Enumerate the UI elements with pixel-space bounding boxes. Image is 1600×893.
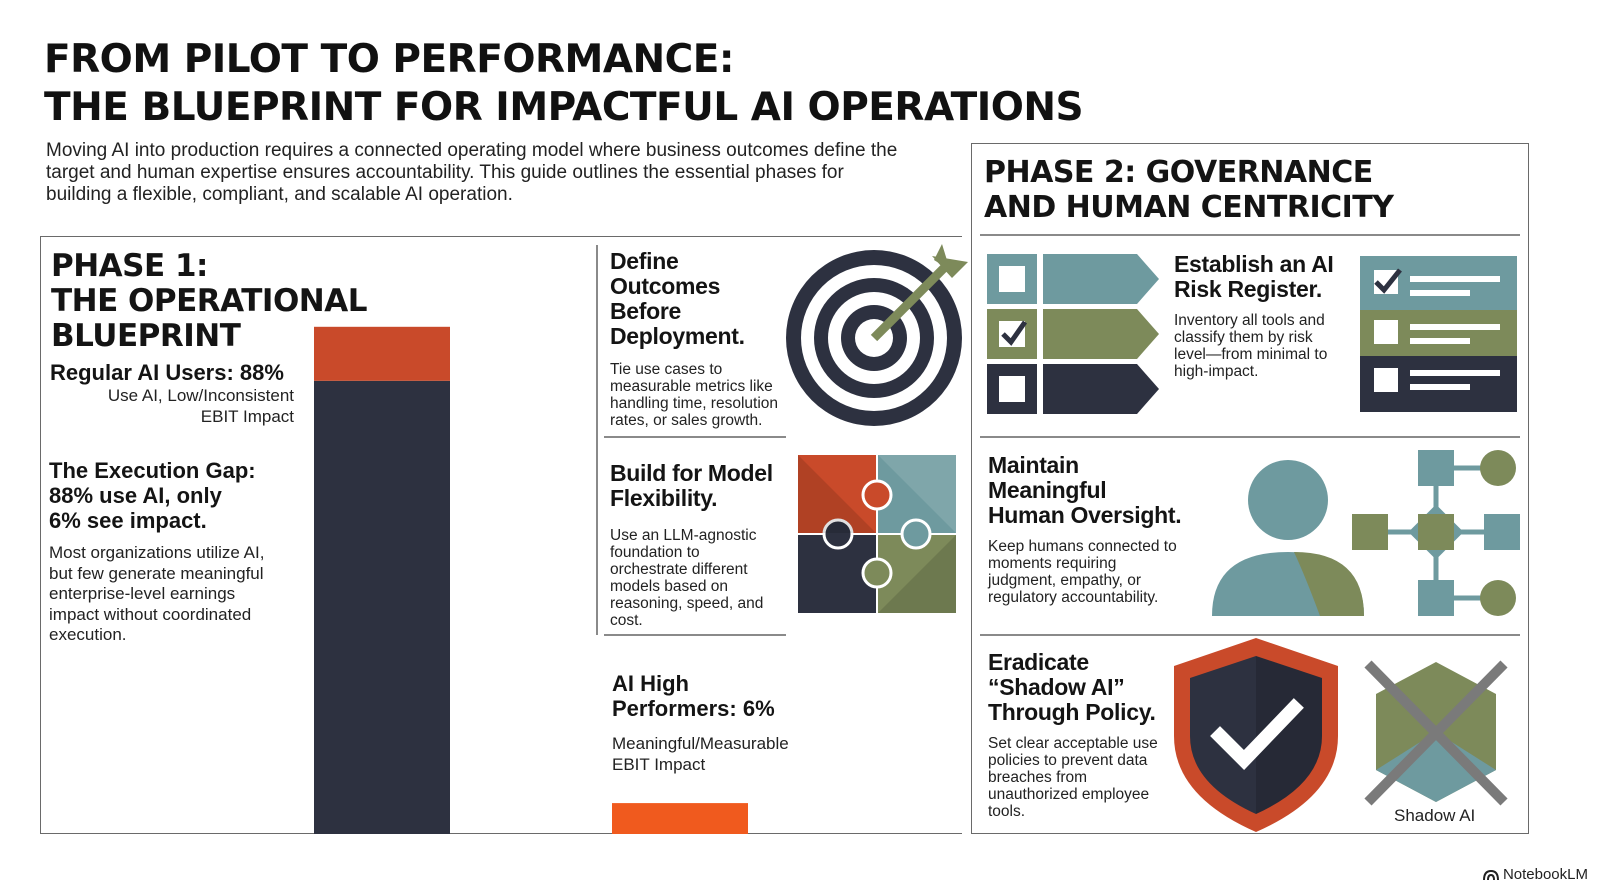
human-oversight-section: Maintain Meaningful Human Oversight. Kee… xyxy=(988,453,1198,607)
phase1-panel xyxy=(40,236,962,834)
checklist-icon xyxy=(1360,256,1517,412)
heading-line: Flexibility. xyxy=(610,485,718,511)
section-divider xyxy=(980,634,1520,636)
phase1-title: PHASE 1: THE OPERATIONAL BLUEPRINT xyxy=(51,248,368,354)
human-oversight-body: Keep humans connected to moments requiri… xyxy=(988,538,1177,606)
define-outcomes-section: Define Outcomes Before Deployment. Tie u… xyxy=(610,249,800,430)
heading-line: Through Policy. xyxy=(988,699,1156,725)
heading-line: Meaningful xyxy=(988,477,1107,503)
phase1-title-line: THE OPERATIONAL xyxy=(51,283,368,319)
bar-ai-high-performers xyxy=(612,803,748,834)
high-performers-heading-line: Performers: 6% xyxy=(612,696,775,721)
model-flexibility-section: Build for Model Flexibility. Use an LLM-… xyxy=(610,461,790,630)
bar-regular-ai-users xyxy=(314,380,450,834)
phase2-title: PHASE 2: GOVERNANCE AND HUMAN CENTRICITY xyxy=(984,155,1394,225)
phase2-title-line: AND HUMAN CENTRICITY xyxy=(984,190,1394,225)
network-icon xyxy=(1352,450,1520,616)
section-divider xyxy=(604,436,786,438)
high-performers-heading: AI High Performers: 6% xyxy=(612,671,842,721)
puzzle-icon xyxy=(798,455,956,613)
shadow-ai-body: Set clear acceptable use policies to pre… xyxy=(988,735,1158,820)
title-line-2: THE BLUEPRINT FOR IMPACTFUL AI OPERATION… xyxy=(44,85,1084,130)
heading-line: Eradicate xyxy=(988,649,1089,675)
shadow-ai-crossed-icon xyxy=(1364,660,1508,806)
heading-line: Define xyxy=(610,248,679,274)
bar-impact-cap xyxy=(314,326,450,381)
risk-checklist-icon xyxy=(987,254,1159,414)
intro-text: Moving AI into production requires a con… xyxy=(46,140,898,205)
risk-register-section: Establish an AI Risk Register. Inventory… xyxy=(1174,252,1359,381)
heading-line: “Shadow AI” xyxy=(988,674,1125,700)
shield-check-icon xyxy=(1174,638,1338,832)
section-divider xyxy=(980,234,1520,236)
heading-line: Human Oversight. xyxy=(988,502,1182,528)
high-performers-stat: AI High Performers: 6% Meaningful/Measur… xyxy=(612,671,842,775)
shadow-ai-heading: Eradicate “Shadow AI” Through Policy. xyxy=(988,650,1168,725)
model-flexibility-body: Use an LLM-agnostic foundation to orches… xyxy=(610,527,764,629)
risk-register-heading: Establish an AI Risk Register. xyxy=(1174,252,1359,302)
phase2-title-line: PHASE 2: GOVERNANCE xyxy=(984,155,1373,190)
shadow-ai-section: Eradicate “Shadow AI” Through Policy. Se… xyxy=(988,650,1168,821)
execution-gap-block: The Execution Gap: 88% use AI, only 6% s… xyxy=(49,458,299,646)
define-outcomes-body: Tie use cases to measurable metrics like… xyxy=(610,361,779,429)
execution-gap-heading-line: The Execution Gap: xyxy=(49,458,256,483)
target-icon xyxy=(786,244,968,426)
risk-register-body: Inventory all tools and classify them by… xyxy=(1174,312,1328,380)
phase1-title-line: PHASE 1: xyxy=(51,248,208,284)
regular-users-sub: Use AI, Low/Inconsistent EBIT Impact xyxy=(107,386,294,426)
model-flexibility-heading: Build for Model Flexibility. xyxy=(610,461,790,511)
heading-line: Build for Model xyxy=(610,460,773,486)
shadow-ai-label: Shadow AI xyxy=(1394,806,1476,825)
person-icon xyxy=(1212,460,1364,616)
define-outcomes-heading: Define Outcomes Before Deployment. xyxy=(610,249,800,349)
regular-users-heading: Regular AI Users: 88% xyxy=(50,360,284,385)
high-performers-sub: Meaningful/Measurable EBIT Impact xyxy=(612,734,789,774)
brand-label: NotebookLM xyxy=(1502,866,1588,883)
execution-gap-heading-line: 88% use AI, only xyxy=(49,483,222,508)
phase1-title-line: BLUEPRINT xyxy=(51,318,241,354)
high-performers-heading-line: AI High xyxy=(612,671,689,696)
phase2-panel xyxy=(971,143,1529,834)
page-title: FROM PILOT TO PERFORMANCE: THE BLUEPRINT… xyxy=(44,36,1084,132)
heading-line: Deployment. xyxy=(610,323,745,349)
execution-gap-chart xyxy=(314,326,748,834)
heading-line: Maintain xyxy=(988,452,1079,478)
human-oversight-heading: Maintain Meaningful Human Oversight. xyxy=(988,453,1198,528)
execution-gap-heading: The Execution Gap: 88% use AI, only 6% s… xyxy=(49,458,299,533)
column-divider xyxy=(596,245,598,635)
execution-gap-body: Most organizations utilize AI, but few g… xyxy=(49,543,265,644)
heading-line: Establish an AI xyxy=(1174,251,1334,277)
execution-gap-heading-line: 6% see impact. xyxy=(49,508,207,533)
heading-line: Before xyxy=(610,298,682,324)
heading-line: Outcomes xyxy=(610,273,721,299)
heading-line: Risk Register. xyxy=(1174,276,1322,302)
title-line-1: FROM PILOT TO PERFORMANCE: xyxy=(44,37,735,82)
notebooklm-brand[interactable]: NotebookLM xyxy=(1482,866,1588,883)
notebooklm-logo-icon xyxy=(1482,869,1499,880)
regular-users-stat: Regular AI Users: 88% Use AI, Low/Incons… xyxy=(50,360,294,427)
section-divider xyxy=(604,634,786,636)
section-divider xyxy=(980,436,1520,438)
